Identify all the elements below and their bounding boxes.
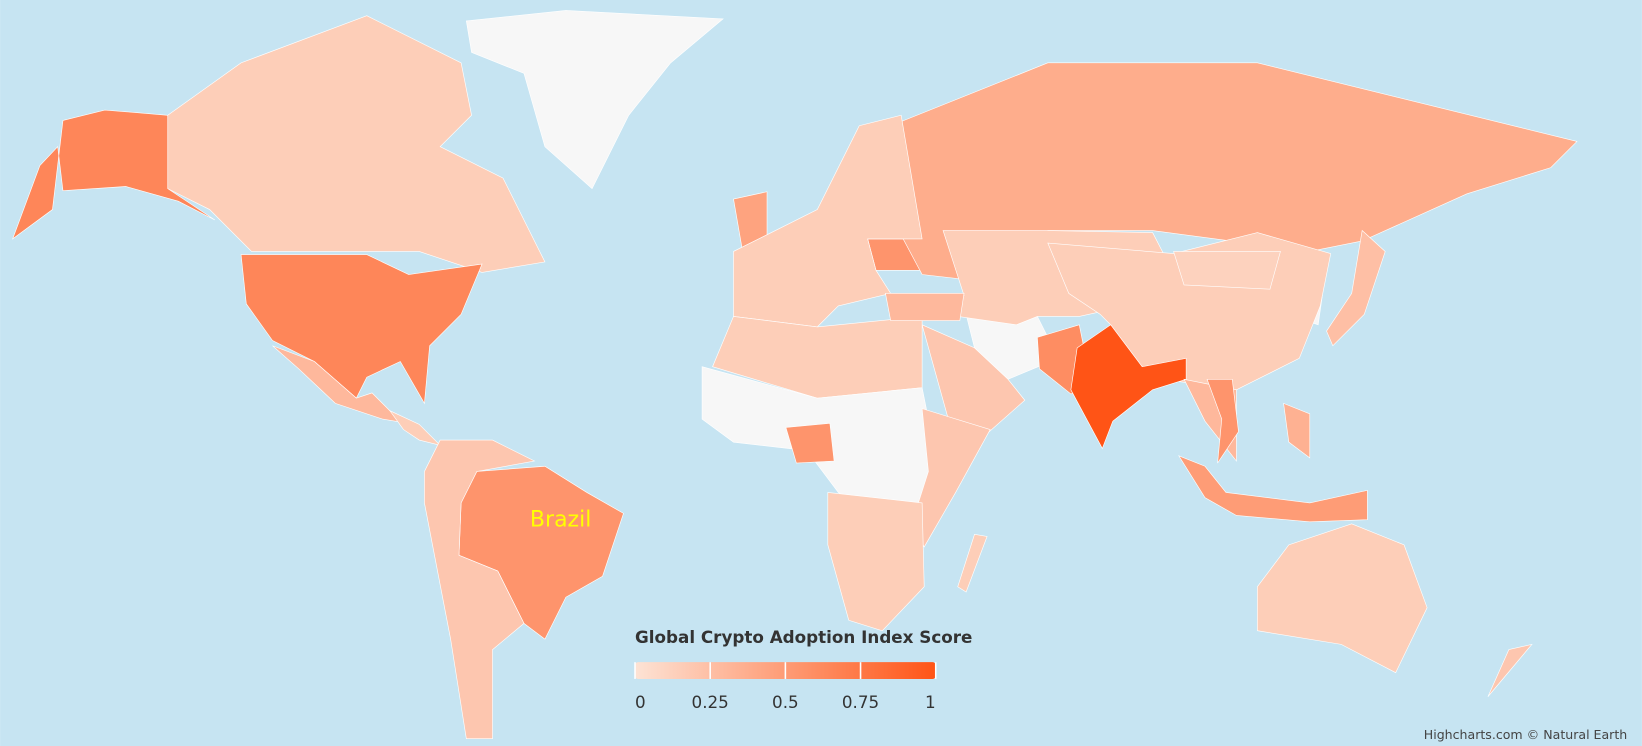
region bbox=[1326, 229, 1386, 347]
region bbox=[785, 422, 835, 464]
credits[interactable]: Highcharts.com © Natural Earth bbox=[1424, 727, 1627, 742]
region bbox=[424, 439, 536, 739]
regions bbox=[11, 10, 1578, 739]
region bbox=[890, 62, 1578, 284]
region bbox=[827, 492, 925, 632]
legend-tick-label: 0.75 bbox=[842, 692, 879, 712]
region bbox=[1206, 378, 1239, 464]
region bbox=[240, 254, 483, 405]
region bbox=[911, 408, 991, 548]
legend-tick-label: 1 bbox=[925, 692, 936, 712]
region bbox=[167, 15, 546, 273]
region bbox=[1178, 455, 1368, 523]
legend-tick-label: 0 bbox=[635, 692, 646, 712]
data-label: Brazil bbox=[530, 508, 591, 533]
legend-tick-label: 0.5 bbox=[772, 692, 799, 712]
region bbox=[1283, 402, 1311, 459]
region bbox=[885, 293, 965, 321]
region bbox=[1173, 251, 1281, 290]
legend-tick-label: 0.25 bbox=[692, 692, 729, 712]
region bbox=[388, 409, 442, 446]
region bbox=[1487, 643, 1533, 697]
region bbox=[1070, 324, 1187, 450]
region bbox=[957, 533, 988, 593]
region bbox=[11, 109, 216, 240]
region bbox=[1257, 523, 1428, 674]
region bbox=[465, 10, 724, 190]
legend-title: Global Crypto Adoption Index Score bbox=[635, 627, 972, 647]
